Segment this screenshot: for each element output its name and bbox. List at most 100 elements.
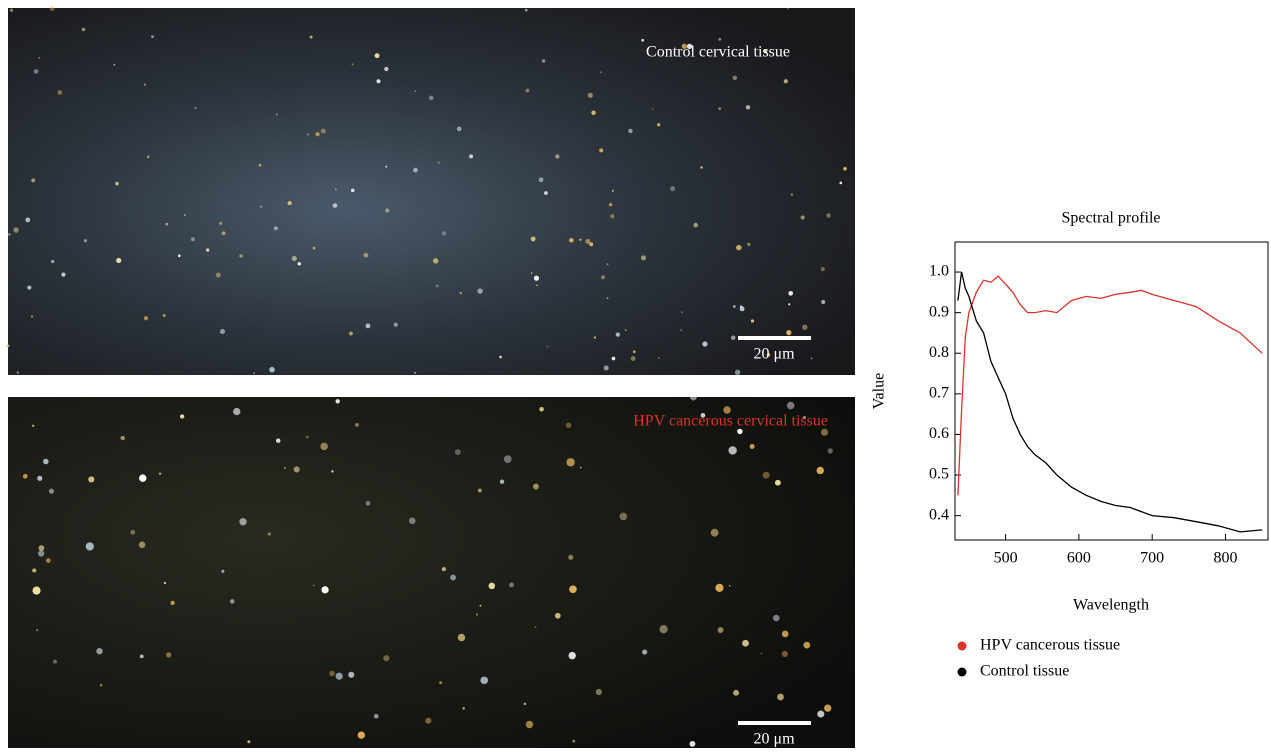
speckle xyxy=(689,741,695,747)
speckle xyxy=(335,188,337,190)
speckle xyxy=(788,303,790,305)
speckle xyxy=(715,584,723,592)
legend-marker xyxy=(958,668,967,677)
speckle xyxy=(457,127,462,132)
speckle xyxy=(33,587,41,595)
speckle xyxy=(130,530,135,535)
speckle xyxy=(288,201,292,205)
speckle xyxy=(414,372,416,374)
speckle xyxy=(612,190,614,192)
speckle xyxy=(222,231,226,235)
speckle xyxy=(718,38,721,41)
speckle xyxy=(366,501,371,506)
speckle xyxy=(604,366,609,371)
speckle xyxy=(166,652,171,657)
y-tick-label: 0.8 xyxy=(929,344,949,361)
speckle xyxy=(821,267,825,271)
speckle xyxy=(469,154,473,158)
speckle xyxy=(462,707,464,709)
speckle xyxy=(233,408,240,415)
speckle xyxy=(544,191,548,195)
speckle xyxy=(642,650,647,655)
speckle xyxy=(96,648,102,654)
speckle xyxy=(539,407,544,412)
speckle xyxy=(450,575,456,581)
speckle xyxy=(693,223,698,228)
speckle xyxy=(572,740,575,743)
speckle xyxy=(824,704,831,711)
speckle xyxy=(230,599,235,604)
speckle xyxy=(25,218,30,223)
speckle xyxy=(221,570,224,573)
speckle xyxy=(151,35,154,38)
speckle xyxy=(34,69,39,74)
speckle xyxy=(735,370,740,375)
speckle xyxy=(315,132,319,136)
speckle xyxy=(641,39,644,42)
speckle xyxy=(163,314,166,317)
speckle xyxy=(43,459,49,465)
speckle xyxy=(321,129,326,134)
speckle xyxy=(811,357,813,359)
speckle xyxy=(658,357,660,359)
speckle xyxy=(292,256,297,261)
speckle xyxy=(113,64,115,66)
speckle xyxy=(620,513,628,521)
speckle xyxy=(259,164,262,167)
speckle xyxy=(276,113,278,115)
speckle xyxy=(195,107,197,109)
speckle xyxy=(802,324,807,329)
speckle xyxy=(458,634,465,641)
speckle xyxy=(439,681,442,684)
speckle xyxy=(610,214,614,218)
speckle xyxy=(566,458,574,466)
speckle xyxy=(276,438,280,442)
speckle xyxy=(349,332,353,336)
speckle xyxy=(509,582,514,587)
speckle xyxy=(413,168,418,173)
speckle xyxy=(331,470,333,472)
speckle xyxy=(591,111,595,115)
speckle xyxy=(329,671,335,677)
speckle xyxy=(144,84,146,86)
speckle xyxy=(13,227,18,232)
speckle xyxy=(652,108,654,110)
speckle xyxy=(782,631,789,638)
y-axis-label: Value xyxy=(871,373,888,409)
speckle xyxy=(164,582,166,584)
speckle xyxy=(775,480,781,486)
speckle xyxy=(220,329,225,334)
speckle xyxy=(383,655,389,661)
y-tick-label: 0.6 xyxy=(929,425,949,442)
speckle xyxy=(355,423,359,427)
speckle xyxy=(414,90,416,92)
speckle xyxy=(313,247,316,250)
speckle xyxy=(8,233,11,236)
speckle xyxy=(718,627,724,633)
speckle xyxy=(116,258,121,263)
y-tick-label: 0.4 xyxy=(929,506,949,523)
speckle xyxy=(821,429,828,436)
speckle xyxy=(320,443,328,451)
speckle xyxy=(625,329,627,331)
speckle xyxy=(731,336,735,340)
speckle xyxy=(670,186,675,191)
speckle xyxy=(787,402,795,410)
speckle xyxy=(46,558,51,563)
speckle xyxy=(50,6,55,11)
speckle xyxy=(140,654,144,658)
speckle xyxy=(139,542,146,549)
speckle xyxy=(718,107,721,110)
speckle xyxy=(180,414,184,418)
speckle xyxy=(384,67,388,71)
speckle xyxy=(374,714,379,719)
speckle xyxy=(184,214,186,216)
speckle xyxy=(579,239,581,241)
speckle xyxy=(585,239,590,244)
speckle xyxy=(333,203,338,208)
speckle xyxy=(773,615,780,622)
speckle xyxy=(17,371,19,373)
speckle xyxy=(274,226,278,230)
speckle xyxy=(641,255,646,260)
speckle xyxy=(547,346,549,348)
